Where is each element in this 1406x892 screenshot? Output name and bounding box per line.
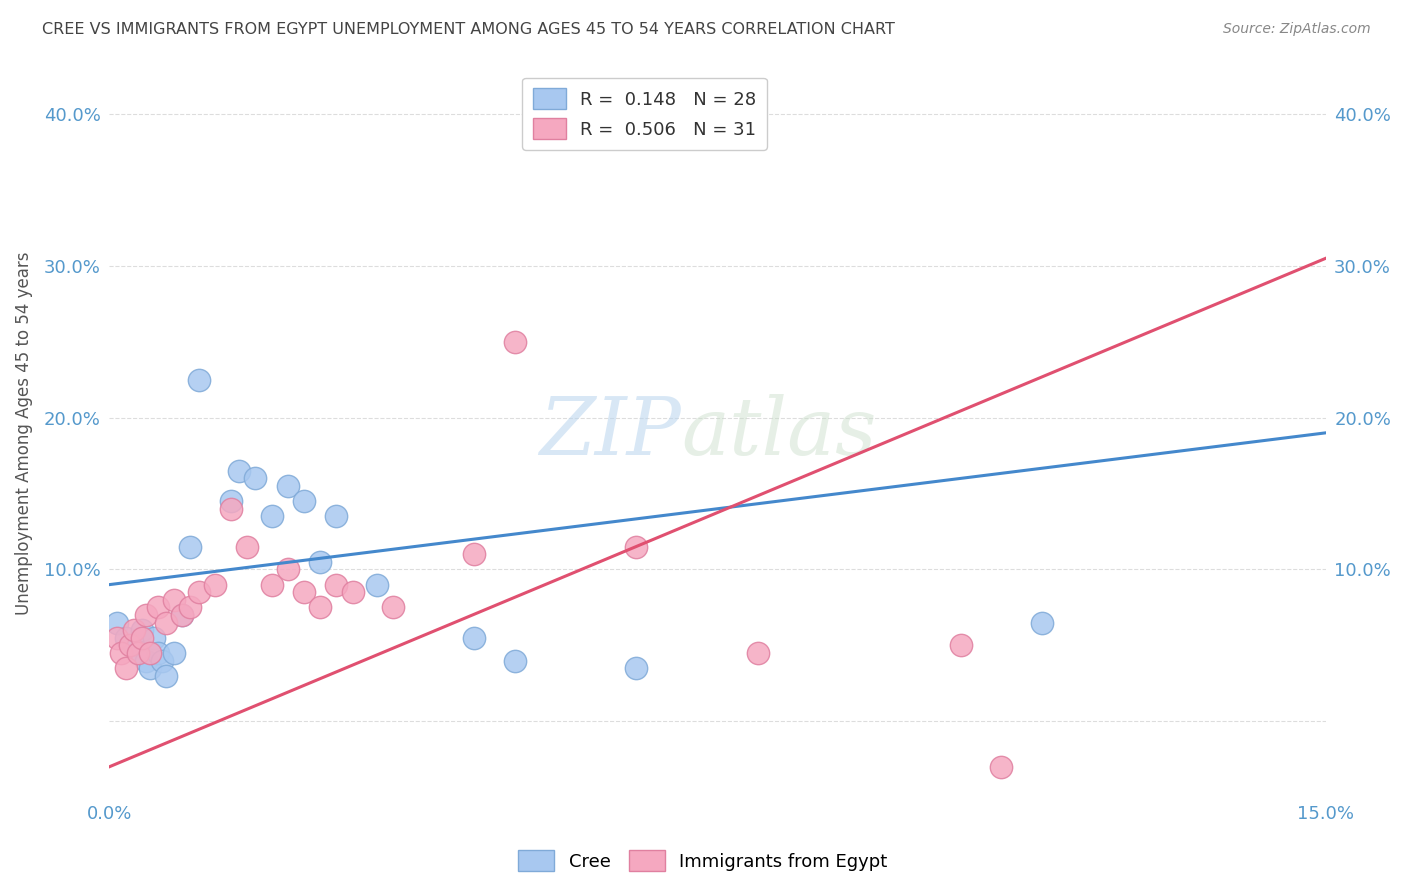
Point — [139, 646, 162, 660]
Point — [228, 464, 250, 478]
Point — [146, 646, 169, 660]
Point — [142, 631, 165, 645]
Text: Source: ZipAtlas.com: Source: ZipAtlas.com — [1223, 22, 1371, 37]
Point — [292, 585, 315, 599]
Point — [309, 555, 332, 569]
Point — [219, 494, 242, 508]
Point — [127, 646, 149, 660]
Point — [342, 585, 364, 599]
Point — [114, 631, 136, 645]
Point — [1031, 615, 1053, 630]
Point — [172, 607, 194, 622]
Point — [110, 646, 132, 660]
Point — [277, 562, 299, 576]
Point — [179, 600, 201, 615]
Point — [127, 646, 149, 660]
Point — [107, 615, 129, 630]
Point — [122, 623, 145, 637]
Point — [747, 646, 769, 660]
Point — [277, 479, 299, 493]
Text: ZIP: ZIP — [540, 394, 681, 472]
Point — [155, 615, 177, 630]
Point — [292, 494, 315, 508]
Point — [503, 334, 526, 349]
Point — [163, 592, 186, 607]
Point — [325, 509, 347, 524]
Point — [382, 600, 405, 615]
Point — [131, 623, 153, 637]
Text: atlas: atlas — [681, 394, 876, 472]
Point — [179, 540, 201, 554]
Point — [107, 631, 129, 645]
Point — [245, 471, 267, 485]
Point — [146, 600, 169, 615]
Point — [949, 638, 972, 652]
Point — [114, 661, 136, 675]
Point — [163, 646, 186, 660]
Point — [260, 509, 283, 524]
Point — [236, 540, 259, 554]
Point — [325, 577, 347, 591]
Point — [260, 577, 283, 591]
Point — [118, 638, 141, 652]
Point — [626, 540, 648, 554]
Point — [122, 638, 145, 652]
Legend: R =  0.148   N = 28, R =  0.506   N = 31: R = 0.148 N = 28, R = 0.506 N = 31 — [522, 78, 766, 150]
Point — [139, 661, 162, 675]
Point — [155, 669, 177, 683]
Point — [463, 547, 485, 561]
Point — [990, 760, 1012, 774]
Point — [187, 373, 209, 387]
Point — [135, 607, 157, 622]
Y-axis label: Unemployment Among Ages 45 to 54 years: Unemployment Among Ages 45 to 54 years — [15, 251, 32, 615]
Point — [463, 631, 485, 645]
Text: CREE VS IMMIGRANTS FROM EGYPT UNEMPLOYMENT AMONG AGES 45 TO 54 YEARS CORRELATION: CREE VS IMMIGRANTS FROM EGYPT UNEMPLOYME… — [42, 22, 896, 37]
Point — [626, 661, 648, 675]
Point — [131, 631, 153, 645]
Legend: Cree, Immigrants from Egypt: Cree, Immigrants from Egypt — [512, 843, 894, 879]
Point — [204, 577, 226, 591]
Point — [503, 654, 526, 668]
Point — [219, 501, 242, 516]
Point — [150, 654, 173, 668]
Point — [366, 577, 388, 591]
Point — [172, 607, 194, 622]
Point — [135, 654, 157, 668]
Point — [187, 585, 209, 599]
Point — [309, 600, 332, 615]
